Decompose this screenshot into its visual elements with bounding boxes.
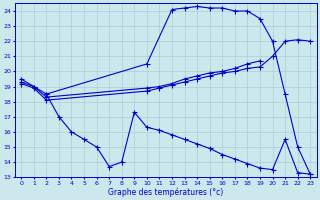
X-axis label: Graphe des températures (°c): Graphe des températures (°c) bbox=[108, 187, 223, 197]
